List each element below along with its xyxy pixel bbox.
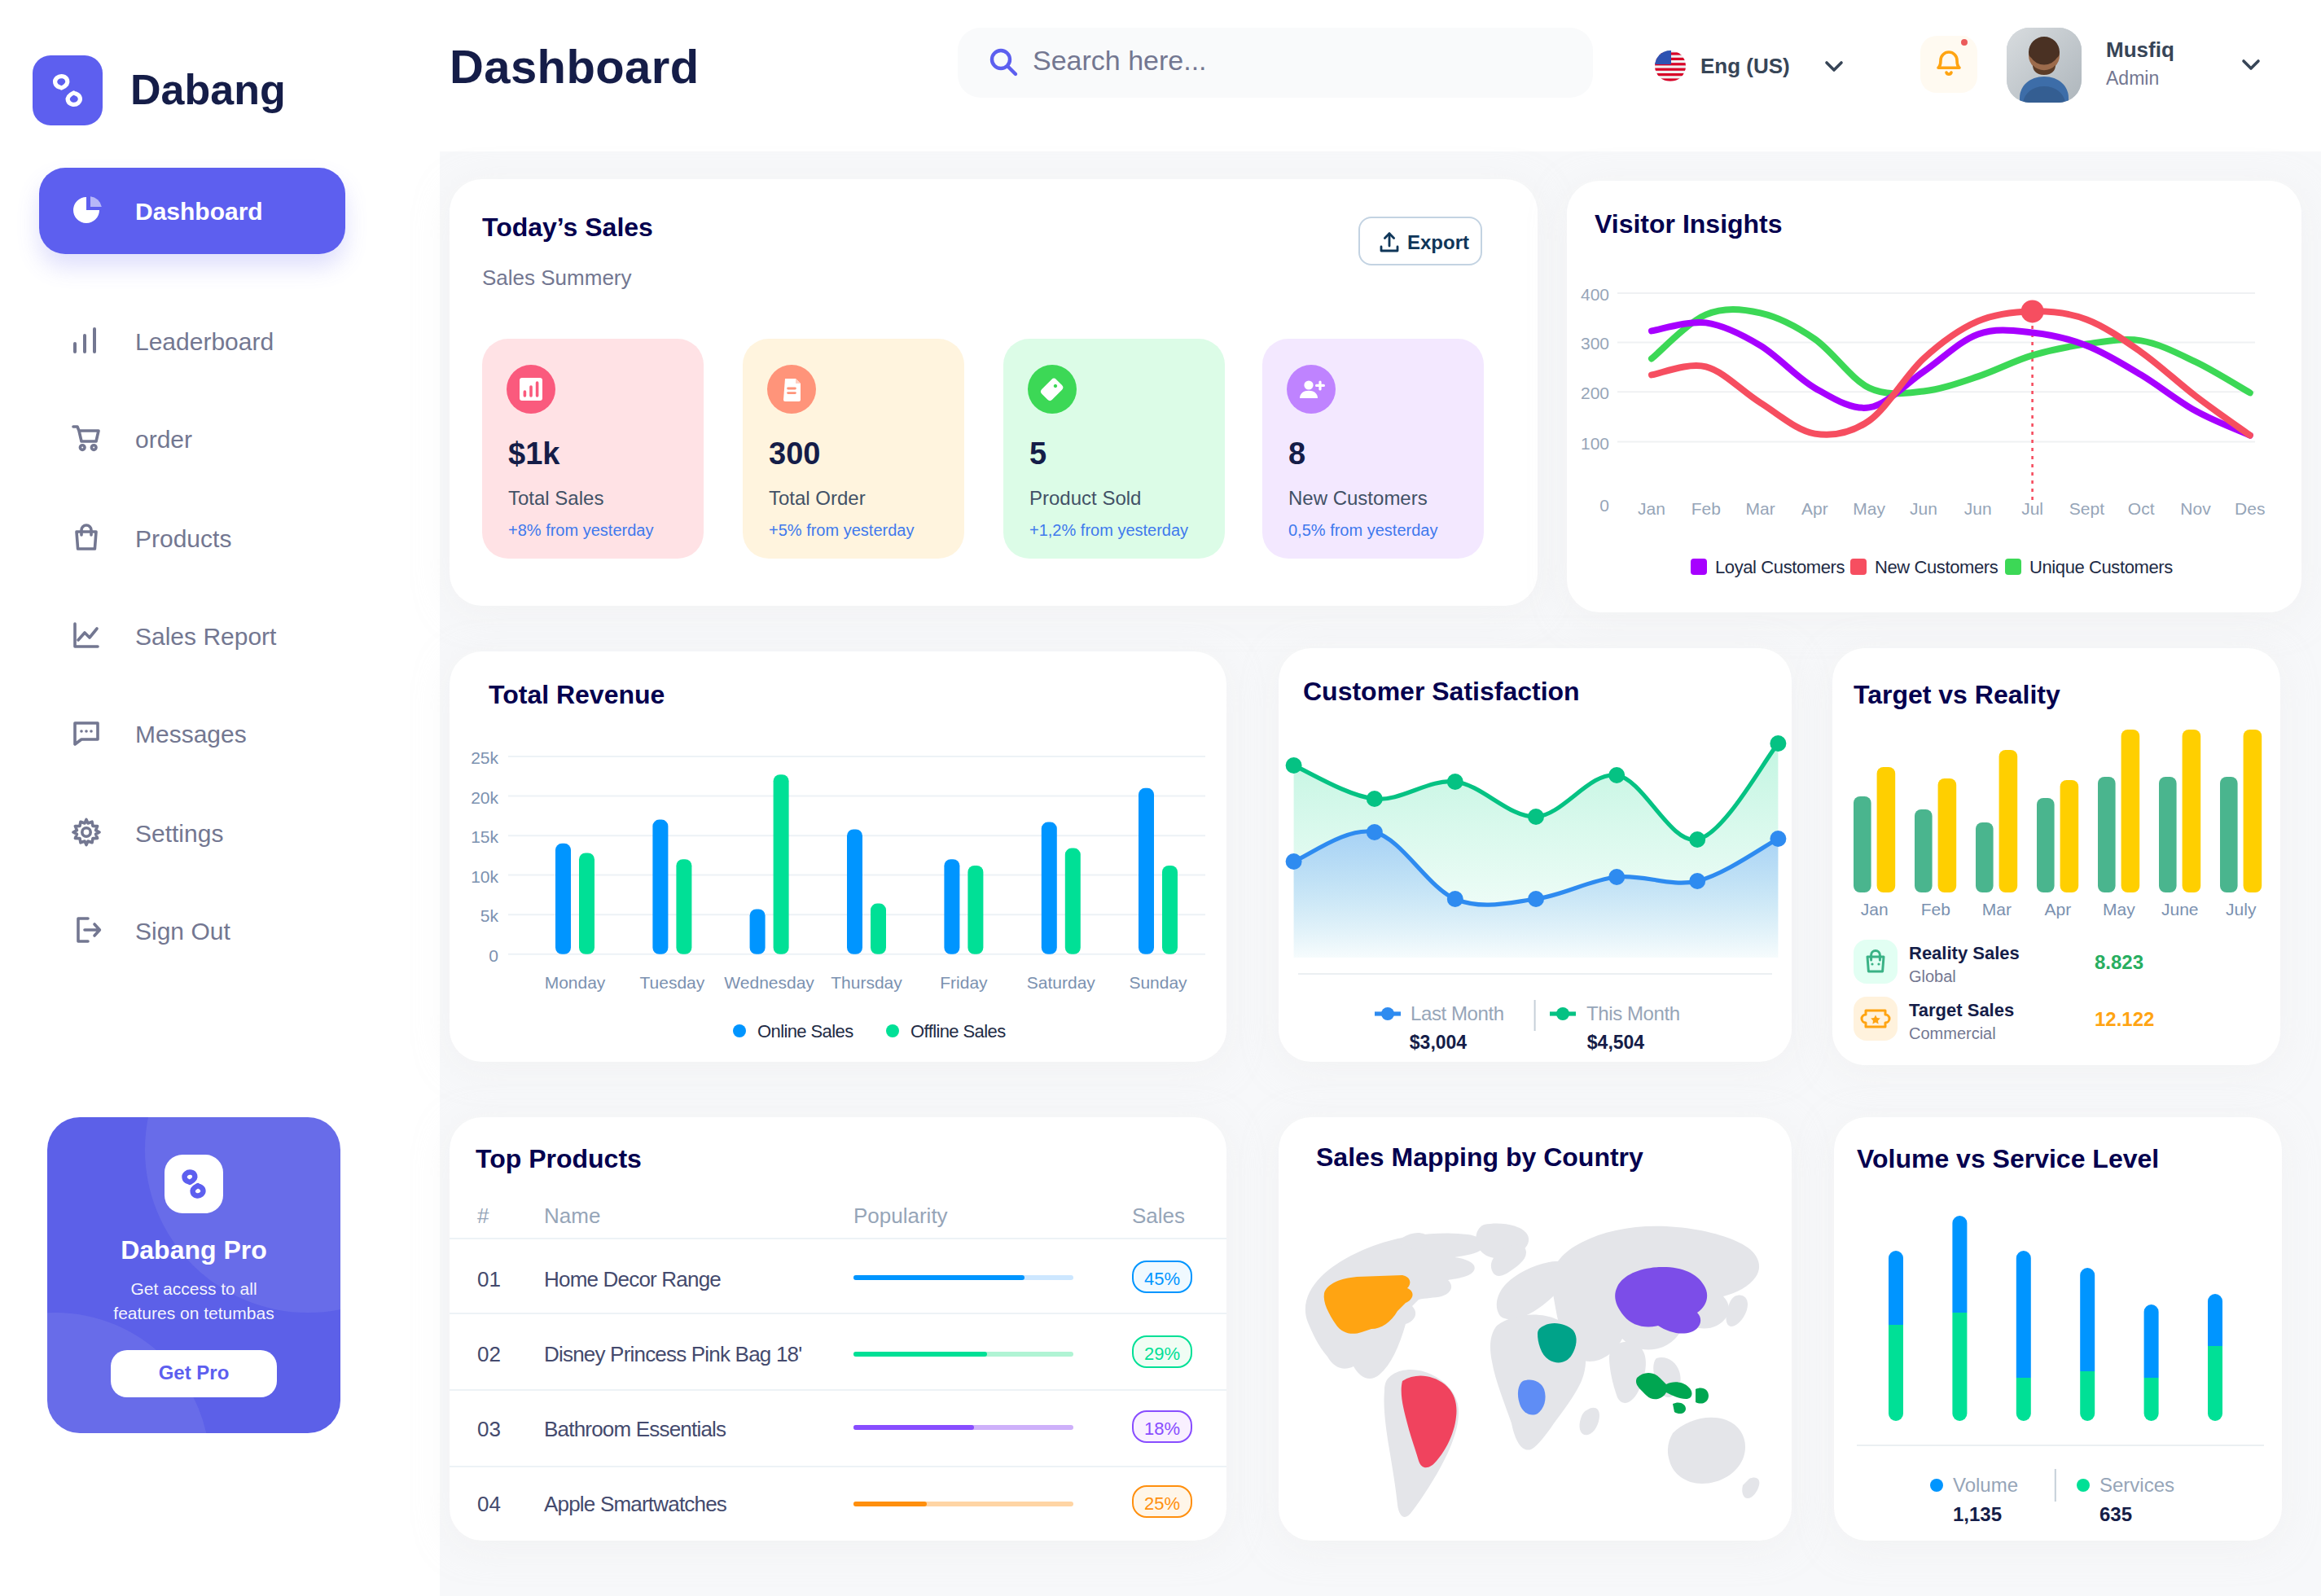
svg-text:Offline Sales: Offline Sales — [910, 1021, 1006, 1041]
svg-text:Jul: Jul — [2021, 499, 2043, 518]
svg-text:400: 400 — [1581, 285, 1609, 304]
svg-text:Loyal Customers: Loyal Customers — [1715, 557, 1845, 577]
svg-text:0: 0 — [489, 946, 498, 965]
svg-text:15k: 15k — [471, 827, 498, 846]
svg-text:1,135: 1,135 — [1953, 1503, 2002, 1525]
svg-text:Apr: Apr — [2044, 900, 2071, 919]
svg-text:0: 0 — [1599, 496, 1609, 515]
svg-text:20k: 20k — [471, 788, 498, 807]
svg-text:Mar: Mar — [1746, 499, 1775, 518]
svg-text:10k: 10k — [471, 867, 498, 886]
svg-text:Monday: Monday — [545, 973, 606, 992]
svg-text:Feb: Feb — [1921, 900, 1950, 919]
svg-text:July: July — [2226, 900, 2257, 919]
svg-text:June: June — [2161, 900, 2199, 919]
svg-text:Oct: Oct — [2128, 499, 2155, 518]
svg-text:Jan: Jan — [1861, 900, 1889, 919]
svg-text:$4,504: $4,504 — [1587, 1032, 1645, 1053]
svg-text:5k: 5k — [480, 906, 499, 925]
svg-text:Sunday: Sunday — [1129, 973, 1187, 992]
svg-text:Unique Customers: Unique Customers — [2029, 557, 2173, 577]
svg-text:This Month: This Month — [1586, 1002, 1680, 1024]
svg-text:Jun: Jun — [1964, 499, 1992, 518]
svg-text:Sept: Sept — [2069, 499, 2104, 518]
svg-text:Online Sales: Online Sales — [757, 1021, 853, 1041]
svg-text:Services: Services — [2099, 1474, 2174, 1496]
svg-text:Jun: Jun — [1910, 499, 1937, 518]
svg-text:25k: 25k — [471, 748, 498, 767]
svg-text:Thursday: Thursday — [831, 973, 902, 992]
svg-text:300: 300 — [1581, 334, 1609, 353]
svg-text:100: 100 — [1581, 434, 1609, 453]
svg-text:Feb: Feb — [1691, 499, 1721, 518]
svg-text:Mar: Mar — [1982, 900, 2012, 919]
svg-text:May: May — [2103, 900, 2135, 919]
svg-text:635: 635 — [2099, 1503, 2132, 1525]
svg-text:New Customers: New Customers — [1875, 557, 1999, 577]
svg-text:Apr: Apr — [1801, 499, 1828, 518]
svg-text:Last Month: Last Month — [1411, 1002, 1504, 1024]
svg-text:Des: Des — [2235, 499, 2265, 518]
svg-text:Wednesday: Wednesday — [724, 973, 814, 992]
svg-text:Nov: Nov — [2180, 499, 2211, 518]
svg-text:Volume: Volume — [1953, 1474, 2018, 1496]
svg-text:Tuesday: Tuesday — [640, 973, 705, 992]
svg-text:Saturday: Saturday — [1027, 973, 1096, 992]
svg-text:$3,004: $3,004 — [1410, 1032, 1468, 1053]
svg-text:Friday: Friday — [940, 973, 988, 992]
svg-text:Jan: Jan — [1638, 499, 1665, 518]
svg-text:May: May — [1853, 499, 1885, 518]
svg-text:200: 200 — [1581, 384, 1609, 402]
